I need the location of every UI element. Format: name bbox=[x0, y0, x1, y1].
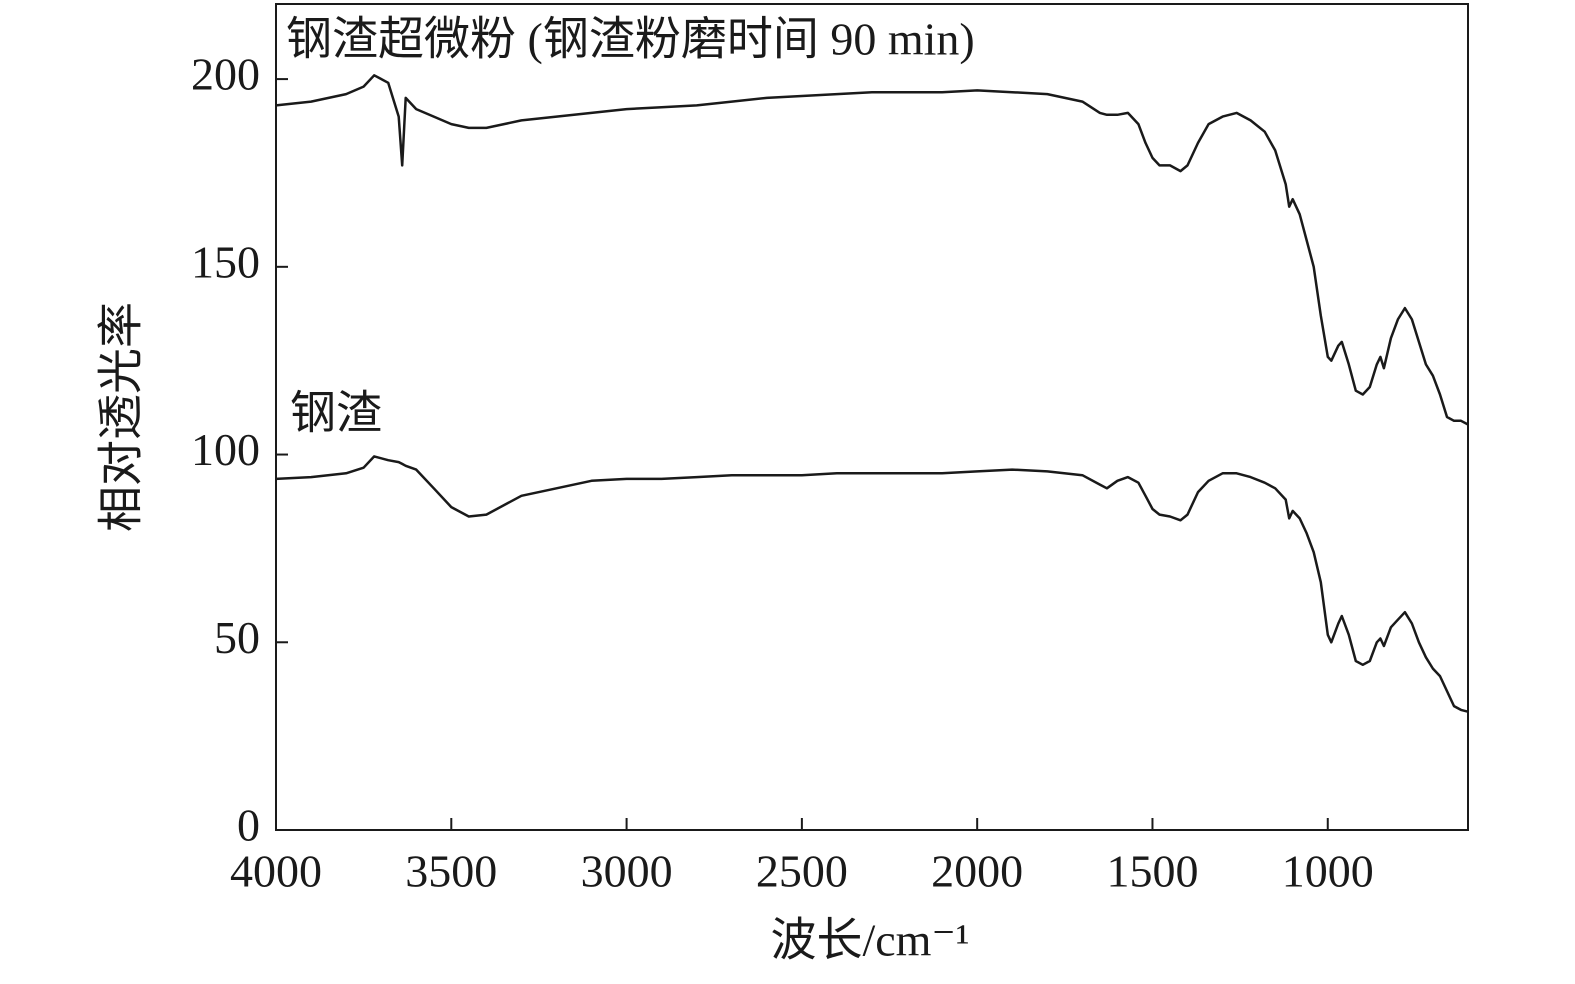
y-tick-label: 200 bbox=[191, 49, 260, 100]
x-tick-label: 2000 bbox=[931, 846, 1023, 897]
y-tick-label: 100 bbox=[191, 424, 260, 475]
y-tick-label: 50 bbox=[214, 612, 260, 663]
y-tick-label: 0 bbox=[237, 800, 260, 851]
spectrum-line bbox=[275, 455, 1469, 713]
x-axis-label: 波长/cm⁻¹ bbox=[770, 915, 969, 966]
y-tick-label: 150 bbox=[191, 236, 260, 287]
spectrum-line bbox=[275, 74, 1469, 426]
x-tick-label: 3000 bbox=[581, 846, 673, 897]
y-axis-label: 相对透光率 bbox=[96, 302, 147, 532]
series-label: 钢渣 bbox=[290, 388, 382, 439]
x-tick-label: 1000 bbox=[1282, 846, 1374, 897]
plot-frame bbox=[275, 3, 1469, 831]
series-label: 钢渣超微粉 (钢渣粉磨时间 90 min) bbox=[286, 14, 975, 65]
x-tick-label: 4000 bbox=[230, 846, 322, 897]
x-tick-label: 3500 bbox=[405, 846, 497, 897]
x-tick-label: 1500 bbox=[1106, 846, 1198, 897]
x-tick-label: 2500 bbox=[756, 846, 848, 897]
